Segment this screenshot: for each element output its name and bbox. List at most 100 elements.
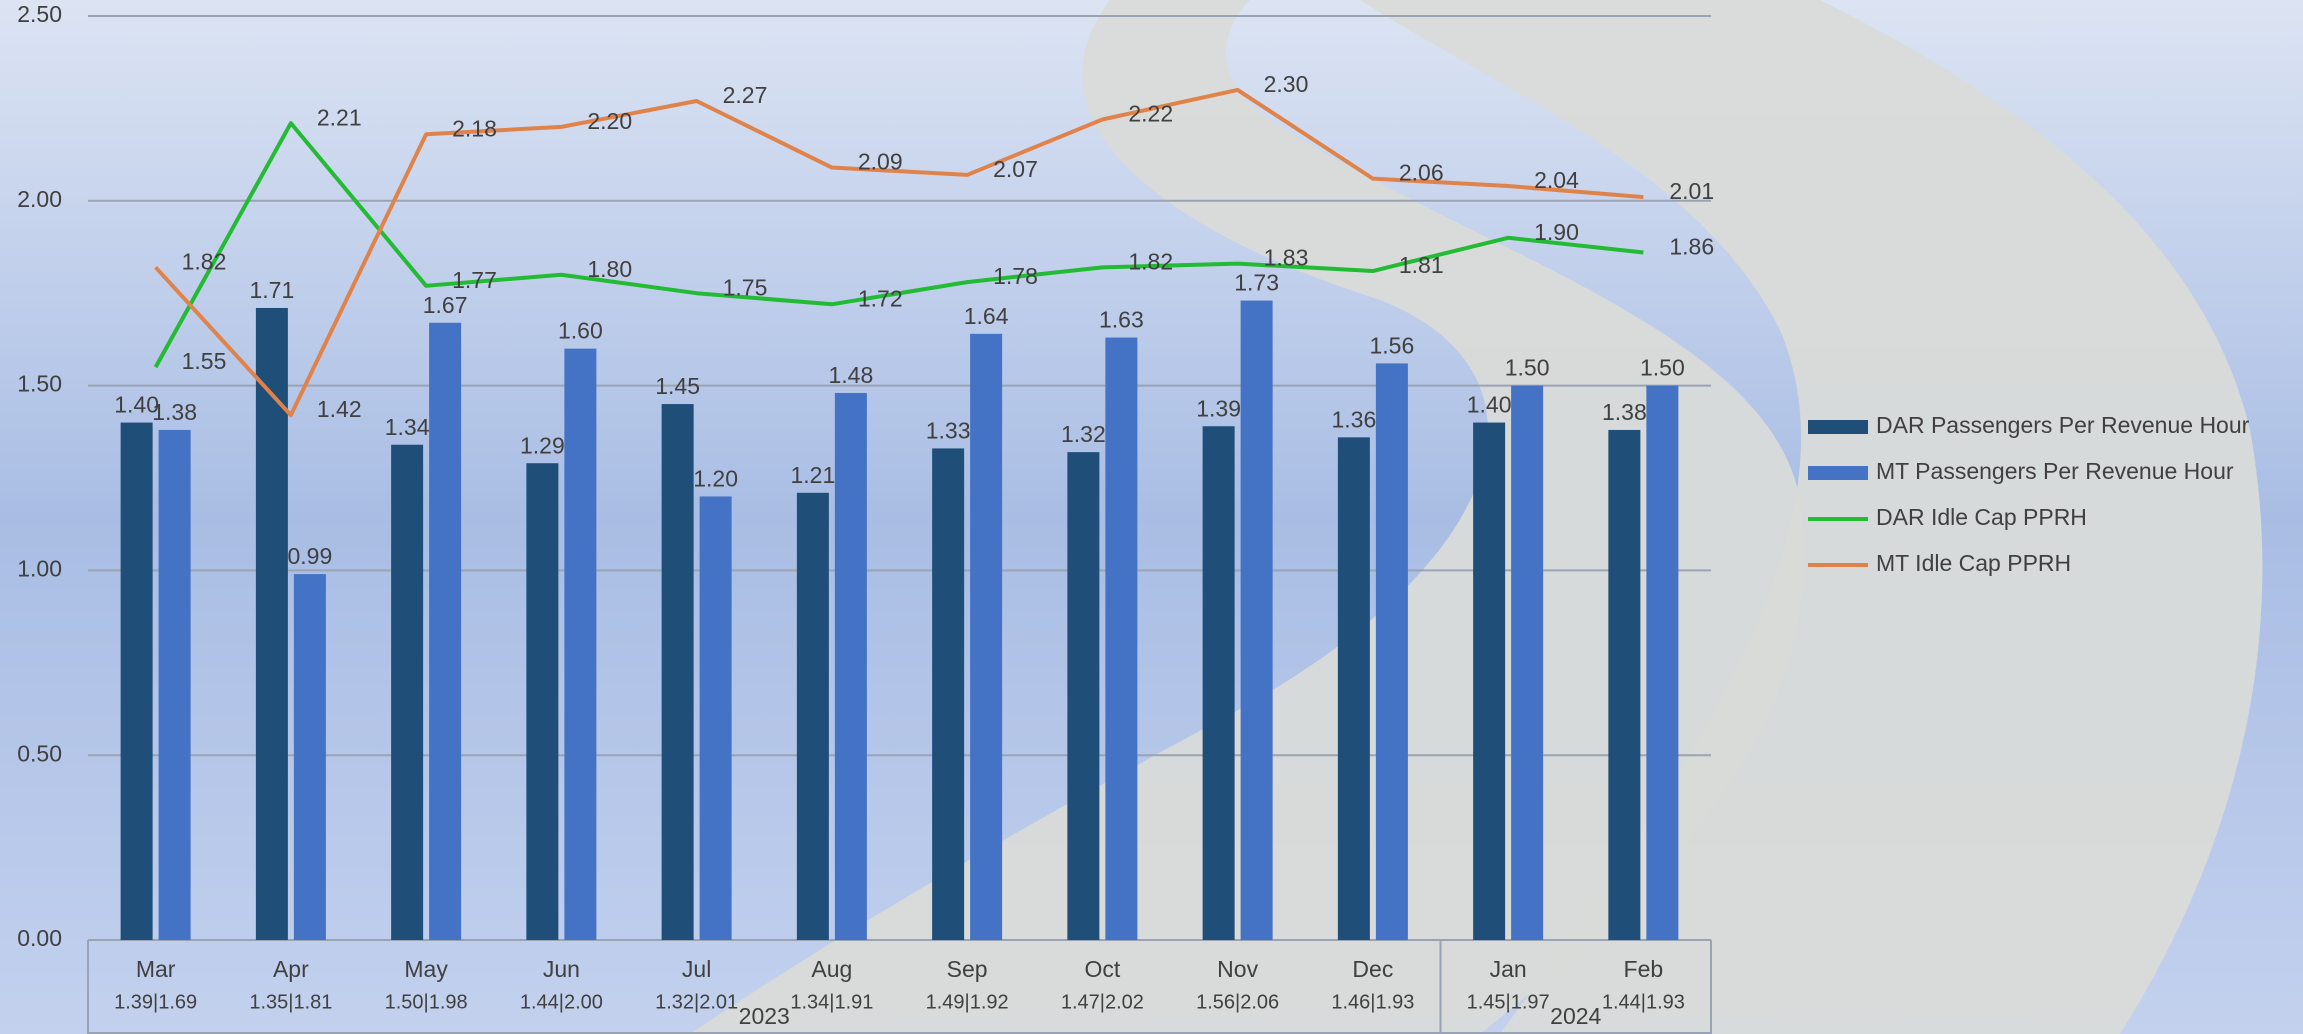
data-label: 2.21 xyxy=(317,104,362,130)
data-label: 1.38 xyxy=(152,399,197,425)
bar xyxy=(526,463,559,940)
data-label: 1.48 xyxy=(828,362,873,388)
data-label: 1.40 xyxy=(114,392,159,418)
data-label: 1.20 xyxy=(693,466,738,492)
data-label: 1.42 xyxy=(317,396,362,422)
legend-swatch xyxy=(1808,420,1868,434)
x-tick-label: Oct xyxy=(1084,956,1120,982)
data-label: 1.40 xyxy=(1467,392,1512,418)
x-group-label: 2024 xyxy=(1550,1003,1601,1029)
data-label: 2.22 xyxy=(1128,101,1173,127)
data-label: 2.30 xyxy=(1264,71,1309,97)
x-tick-label: Jul xyxy=(682,956,711,982)
data-label: 1.78 xyxy=(993,263,1038,289)
data-label: 1.81 xyxy=(1399,252,1444,278)
bar xyxy=(391,444,424,940)
data-label: 0.99 xyxy=(287,543,332,569)
data-label: 1.63 xyxy=(1099,307,1144,333)
bar xyxy=(1473,422,1506,940)
y-tick-label: 2.50 xyxy=(17,1,62,27)
data-label: 1.56 xyxy=(1369,333,1414,359)
data-label: 1.55 xyxy=(182,348,227,374)
y-tick-label: 2.00 xyxy=(17,186,62,212)
data-label: 1.38 xyxy=(1602,399,1647,425)
bar xyxy=(255,307,288,940)
data-label: 1.67 xyxy=(423,292,468,318)
bar xyxy=(1511,385,1544,941)
x-tick-sublabel: 1.39|1.69 xyxy=(114,991,197,1013)
x-group-label: 2023 xyxy=(739,1003,790,1029)
y-tick-label: 1.50 xyxy=(17,371,62,397)
x-tick-sublabel: 1.32|2.01 xyxy=(655,991,738,1013)
x-tick-sublabel: 1.56|2.06 xyxy=(1196,991,1279,1013)
x-tick-label: Jan xyxy=(1490,956,1527,982)
data-label: 1.64 xyxy=(964,303,1009,329)
data-label: 2.09 xyxy=(858,149,903,175)
data-label: 2.07 xyxy=(993,156,1038,182)
data-label: 1.82 xyxy=(182,248,227,274)
data-label: 1.73 xyxy=(1234,270,1279,296)
data-label: 1.29 xyxy=(520,432,565,458)
x-tick-sublabel: 1.35|1.81 xyxy=(249,991,332,1013)
x-tick-label: Sep xyxy=(947,956,988,982)
y-tick-label: 1.00 xyxy=(17,555,62,581)
x-tick-sublabel: 1.34|1.91 xyxy=(790,991,873,1013)
bar xyxy=(1646,385,1679,941)
bar xyxy=(1375,363,1408,940)
x-tick-label: Nov xyxy=(1217,956,1258,982)
x-tick-label: Feb xyxy=(1624,956,1664,982)
data-label: 1.86 xyxy=(1669,234,1714,260)
x-tick-sublabel: 1.49|1.92 xyxy=(926,991,1009,1013)
data-label: 1.83 xyxy=(1264,245,1309,271)
data-label: 1.80 xyxy=(587,256,632,282)
bar xyxy=(1240,300,1273,940)
x-tick-label: Apr xyxy=(273,956,309,982)
x-tick-label: Dec xyxy=(1352,956,1393,982)
data-label: 1.33 xyxy=(926,418,971,444)
bar xyxy=(1202,426,1235,941)
data-label: 2.06 xyxy=(1399,160,1444,186)
bar xyxy=(158,429,191,940)
legend-label: MT Idle Cap PPRH xyxy=(1876,550,2071,576)
data-label: 2.20 xyxy=(587,108,632,134)
x-tick-sublabel: 1.46|1.93 xyxy=(1331,991,1414,1013)
bar xyxy=(932,448,965,940)
bar xyxy=(120,422,153,940)
bar xyxy=(1105,337,1138,940)
data-label: 2.04 xyxy=(1534,167,1579,193)
data-label: 2.01 xyxy=(1669,178,1714,204)
bar xyxy=(293,574,326,940)
x-tick-label: Aug xyxy=(811,956,852,982)
data-label: 1.45 xyxy=(655,373,700,399)
line xyxy=(154,87,1644,418)
data-label: 1.36 xyxy=(1331,406,1376,432)
data-label: 1.32 xyxy=(1061,421,1106,447)
data-label: 1.90 xyxy=(1534,219,1579,245)
data-label: 1.60 xyxy=(558,318,603,344)
data-label: 1.50 xyxy=(1505,355,1550,381)
data-label: 1.82 xyxy=(1128,248,1173,274)
bar xyxy=(970,333,1003,941)
legend-label: DAR Idle Cap PPRH xyxy=(1876,504,2087,530)
bar xyxy=(661,404,694,941)
x-tick-sublabel: 1.50|1.98 xyxy=(385,991,468,1013)
x-tick-sublabel: 1.47|2.02 xyxy=(1061,991,1144,1013)
data-label: 1.72 xyxy=(858,285,903,311)
x-tick-sublabel: 1.44|2.00 xyxy=(520,991,603,1013)
data-label: 1.71 xyxy=(249,277,294,303)
data-label: 1.77 xyxy=(452,267,497,293)
x-tick-label: Mar xyxy=(136,956,176,982)
legend-label: DAR Passengers Per Revenue Hour xyxy=(1876,412,2250,438)
x-tick-sublabel: 1.45|1.97 xyxy=(1467,991,1550,1013)
data-label: 1.21 xyxy=(790,462,835,488)
plot-area: 0.00 0.50 1.00 1.50 2.00 2.50 Mar 1.39|1.69 Apr 1… xyxy=(17,1,2250,1034)
bar xyxy=(796,492,829,940)
y-tick-label: 0.50 xyxy=(17,740,62,766)
data-label: 1.34 xyxy=(385,414,430,440)
data-label: 1.39 xyxy=(1196,395,1241,421)
data-label: 1.75 xyxy=(723,274,768,300)
x-tick-label: May xyxy=(404,956,448,982)
bar xyxy=(1608,429,1641,940)
bar xyxy=(429,322,462,940)
